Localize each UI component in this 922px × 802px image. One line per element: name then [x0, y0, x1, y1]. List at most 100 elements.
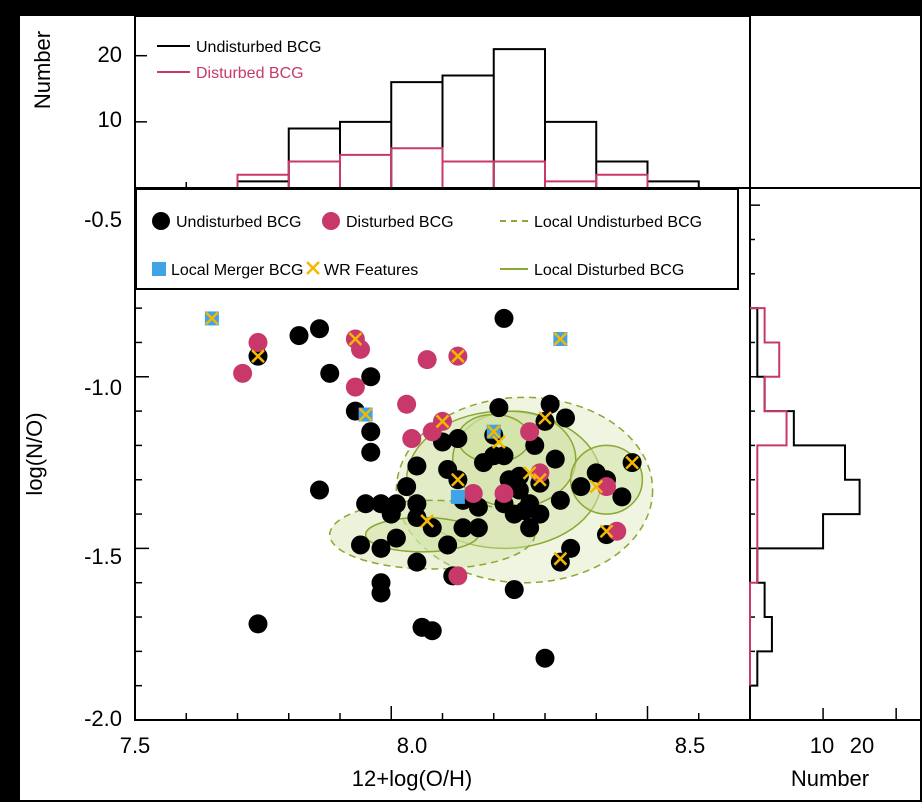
wr-feature-marker-4: [358, 407, 373, 422]
right-histogram-bars: [749, 307, 861, 687]
disturbed-bcg-point-4: [345, 377, 365, 397]
disturbed-bcg-point-18: [607, 521, 627, 541]
disturbed-bcg-point-15: [520, 422, 540, 442]
right-histogram-panel: 10 20 Number: [749, 187, 922, 791]
undisturbed-bcg-point-60: [535, 648, 555, 668]
top-y-tick-label-10: 10: [98, 107, 122, 132]
wr-feature-marker-3: [348, 332, 363, 346]
disturbed-bcg-point-8: [417, 350, 437, 370]
undisturbed-bcg-point-46: [509, 480, 529, 500]
undisturbed-bcg-point-6: [310, 480, 329, 500]
undisturbed-bcg-point-21: [407, 456, 427, 476]
undisturbed-bcg-point-2: [248, 614, 268, 634]
undisturbed-bcg-point-10: [361, 442, 381, 462]
scatter-points: [204, 308, 642, 668]
disturbed-bcg-point-14: [494, 483, 514, 503]
undisturbed-bcg-point-9: [361, 422, 381, 442]
wr-feature-marker-8: [450, 472, 465, 487]
top-histogram-panel: Number 10 20 Undisturbed BCG Disturbed B…: [30, 15, 751, 189]
legend-local-disturbed-label: Local Disturbed BCG: [534, 262, 684, 279]
top-legend-disturbed-label: Disturbed BCG: [196, 65, 304, 82]
top-histogram-step-disturbed: [222, 147, 715, 189]
undisturbed-bcg-point-14: [371, 538, 391, 558]
local-merger-bcg-point-3: [450, 489, 465, 504]
wr-feature-marker-16: [589, 479, 604, 494]
undisturbed-bcg-point-47: [509, 466, 529, 486]
main-y-tick-label-neg1-0: -1.0: [84, 375, 122, 400]
disturbed-bcg-point-13: [463, 483, 483, 503]
disturbed-bcg-point-17: [597, 477, 616, 497]
wr-feature-marker-13: [553, 332, 568, 346]
right-histogram-step-disturbed: [749, 307, 788, 686]
undisturbed-bcg-point-3: [289, 326, 309, 346]
undisturbed-bcg-point-41: [494, 308, 514, 328]
legend-disturbed-label: Disturbed BCG: [346, 214, 454, 231]
undisturbed-bcg-point-55: [540, 394, 560, 414]
main-legend: Undisturbed BCG Disturbed BCG Local Undi…: [135, 188, 739, 290]
main-ylabel: log(N/O): [22, 412, 47, 495]
undisturbed-bcg-point-39: [489, 398, 509, 418]
undisturbed-bcg-point-23: [407, 507, 427, 527]
undisturbed-bcg-point-30: [438, 535, 458, 555]
undisturbed-bcg-point-26: [422, 621, 442, 641]
disturbed-bcg-point-2: [248, 332, 268, 352]
main-scatter-panel: 7.5 8.0 8.5 12+log(O/H) -0.5 -1.0 -1.5 -…: [22, 187, 751, 791]
main-y-tick-label-neg1-5: -1.5: [84, 544, 122, 569]
wr-feature-marker-5: [420, 514, 435, 528]
undisturbed-bcg-point-69: [453, 518, 473, 538]
disturbed-bcg-point-12: [448, 566, 468, 586]
wr-feature-marker-18: [625, 455, 640, 470]
main-xlabel: 12+log(O/H): [352, 766, 472, 791]
disturbed-bcg-point-6: [397, 394, 417, 414]
figure-background: [20, 16, 920, 800]
undisturbed-bcg-point-18: [386, 494, 406, 514]
undisturbed-bcg-point-54: [535, 411, 555, 431]
right-x-tick-label-20: 20: [850, 733, 874, 758]
wr-feature-marker-1: [204, 311, 219, 326]
disturbed-bcg-point-7: [402, 429, 422, 449]
legend-merger-label: Local Merger BCG: [171, 262, 304, 279]
top-legend: Undisturbed BCG Disturbed BCG: [157, 39, 321, 82]
legend-merger-marker: [152, 262, 166, 276]
undisturbed-bcg-point-4: [310, 319, 329, 339]
main-y-tick-label-neg0-5: -0.5: [84, 207, 122, 232]
legend-wr-marker: [306, 261, 320, 275]
undisturbed-bcg-point-57: [550, 490, 570, 510]
disturbed-bcg-point-5: [351, 339, 370, 359]
undisturbed-bcg-point-16: [371, 583, 391, 603]
legend-undisturbed-label: Undisturbed BCG: [176, 214, 301, 231]
top-legend-undisturbed-label: Undisturbed BCG: [196, 39, 321, 56]
undisturbed-bcg-point-12: [351, 535, 370, 555]
undisturbed-bcg-point-53: [530, 504, 550, 524]
wr-feature-marker-17: [599, 524, 614, 539]
undisturbed-bcg-point-24: [407, 552, 427, 572]
wr-feature-marker-14: [553, 551, 568, 566]
undisturbed-bcg-point-11: [356, 494, 376, 514]
undisturbed-bcg-point-68: [468, 518, 488, 538]
right-histogram-frame: [749, 187, 922, 721]
main-x-tick-label-8-5: 8.5: [675, 733, 706, 758]
right-histogram-xlabel: Number: [791, 766, 869, 791]
wr-feature-marker-12: [538, 411, 552, 425]
wr-feature-marker-7: [450, 349, 465, 364]
undisturbed-bcg-point-56: [545, 449, 565, 469]
undisturbed-bcg-point-19: [386, 528, 406, 548]
wr-feature-marker-6: [435, 414, 450, 429]
undisturbed-bcg-point-61: [571, 477, 591, 497]
main-axis-ticks: [134, 204, 751, 721]
top-y-tick-label-20: 20: [98, 42, 122, 67]
wr-feature-marker-11: [532, 472, 547, 487]
undisturbed-bcg-point-45: [504, 580, 524, 600]
main-x-tick-label-7-5: 7.5: [120, 733, 151, 758]
wr-feature-marker-2: [251, 349, 265, 364]
undisturbed-bcg-point-22: [407, 494, 427, 514]
undisturbed-bcg-point-65: [612, 487, 632, 507]
undisturbed-bcg-point-40: [494, 446, 514, 466]
undisturbed-bcg-point-58: [550, 552, 570, 572]
main-x-tick-label-8-0: 8.0: [397, 733, 428, 758]
undisturbed-bcg-point-5: [320, 363, 340, 383]
wr-feature-marker-15: [486, 424, 501, 439]
disturbed-bcg-point-1: [233, 363, 253, 383]
undisturbed-bcg-point-8: [361, 367, 381, 387]
